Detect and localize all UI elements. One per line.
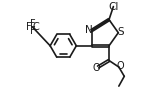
Text: O: O bbox=[92, 63, 100, 73]
Text: Cl: Cl bbox=[108, 2, 119, 12]
Text: F: F bbox=[30, 26, 36, 36]
Text: O: O bbox=[117, 61, 125, 72]
Text: S: S bbox=[118, 27, 124, 37]
Text: N: N bbox=[85, 25, 92, 35]
Text: F: F bbox=[30, 19, 36, 29]
Text: F: F bbox=[26, 22, 32, 32]
Text: C: C bbox=[32, 22, 39, 32]
